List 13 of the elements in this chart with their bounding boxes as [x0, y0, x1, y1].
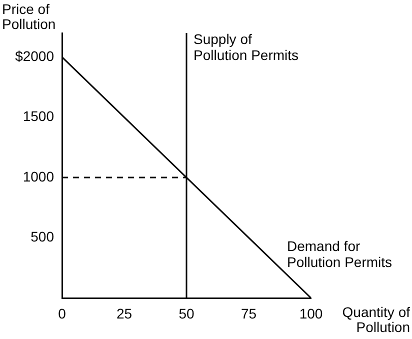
y-tick-label: 1000 — [22, 168, 54, 184]
x-tick-label: 75 — [240, 305, 257, 322]
series-label: Supply of Pollution Permits — [194, 30, 299, 63]
y-tick-label: 1500 — [22, 108, 54, 124]
x-tick-label: 0 — [58, 305, 66, 322]
x-tick-label: 100 — [299, 305, 323, 322]
y-axis-title: Price of Pollution — [2, 1, 57, 32]
x-axis-title: Quantity of Pollution — [342, 304, 410, 335]
x-tick-label: 50 — [178, 305, 194, 322]
series-label: Demand for Pollution Permits — [287, 238, 392, 270]
x-tick-label: 25 — [116, 305, 132, 322]
y-tick-label: 500 — [30, 228, 54, 245]
y-tick-label: $2000 — [15, 48, 54, 64]
